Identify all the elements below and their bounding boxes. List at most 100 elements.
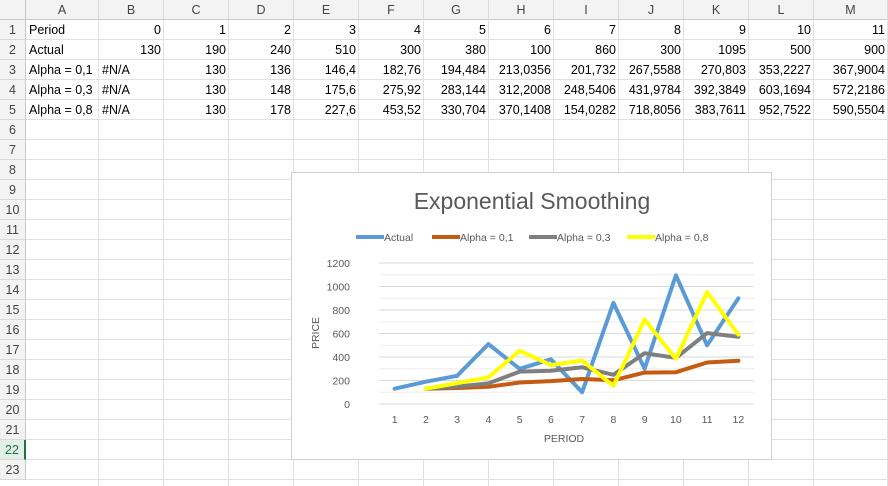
cell-e5[interactable]: 227,6 bbox=[324, 103, 356, 117]
select-all-corner[interactable] bbox=[0, 0, 26, 20]
cell-d2[interactable]: 240 bbox=[270, 43, 291, 57]
cell-e3[interactable]: 146,4 bbox=[324, 63, 356, 77]
cell-l1[interactable]: 10 bbox=[797, 23, 811, 37]
row-header-10[interactable]: 10 bbox=[0, 200, 26, 220]
cell-h4[interactable]: 312,2008 bbox=[498, 83, 551, 97]
cell-d5[interactable]: 178 bbox=[270, 103, 291, 117]
column-header-k[interactable]: K bbox=[684, 0, 749, 20]
cell-m5[interactable]: 590,5504 bbox=[832, 103, 885, 117]
column-header-f[interactable]: F bbox=[359, 0, 424, 20]
cell-c4[interactable]: 130 bbox=[205, 83, 226, 97]
row-header-23[interactable]: 23 bbox=[0, 460, 26, 480]
cell-g2[interactable]: 380 bbox=[465, 43, 486, 57]
row-header-11[interactable]: 11 bbox=[0, 220, 26, 240]
cell-f5[interactable]: 453,52 bbox=[382, 103, 421, 117]
cell-i4[interactable]: 248,5406 bbox=[563, 83, 616, 97]
cell-h3[interactable]: 213,0356 bbox=[498, 63, 551, 77]
column-header-j[interactable]: J bbox=[619, 0, 684, 20]
cell-m1[interactable]: 11 bbox=[872, 23, 885, 37]
row-header-13[interactable]: 13 bbox=[0, 260, 26, 280]
cell-m2[interactable]: 900 bbox=[864, 43, 885, 57]
row-header-18[interactable]: 18 bbox=[0, 360, 26, 380]
cell-j3[interactable]: 267,5588 bbox=[628, 63, 681, 77]
cell-f1[interactable]: 4 bbox=[414, 23, 421, 37]
column-header-c[interactable]: C bbox=[164, 0, 229, 20]
row-header-2[interactable]: 2 bbox=[0, 40, 26, 60]
cell-g5[interactable]: 330,704 bbox=[440, 103, 486, 117]
cell-a3[interactable]: Alpha = 0,1 bbox=[29, 63, 93, 77]
column-header-d[interactable]: D bbox=[229, 0, 294, 20]
column-header-l[interactable]: L bbox=[749, 0, 814, 20]
cell-k4[interactable]: 392,3849 bbox=[693, 83, 746, 97]
cell-c1[interactable]: 1 bbox=[219, 23, 226, 37]
cell-b1[interactable]: 0 bbox=[154, 23, 161, 37]
cell-d3[interactable]: 136 bbox=[270, 63, 291, 77]
row-header-21[interactable]: 21 bbox=[0, 420, 26, 440]
cell-h2[interactable]: 100 bbox=[530, 43, 551, 57]
row-header-8[interactable]: 8 bbox=[0, 160, 26, 180]
cell-k3[interactable]: 270,803 bbox=[700, 63, 746, 77]
cell-k2[interactable]: 1095 bbox=[718, 43, 746, 57]
row-header-17[interactable]: 17 bbox=[0, 340, 26, 360]
cell-a5[interactable]: Alpha = 0,8 bbox=[29, 103, 93, 117]
cell-j4[interactable]: 431,9784 bbox=[628, 83, 681, 97]
cell-g1[interactable]: 5 bbox=[479, 23, 486, 37]
cell-d1[interactable]: 2 bbox=[284, 23, 291, 37]
cell-l5[interactable]: 952,7522 bbox=[758, 103, 811, 117]
cell-i1[interactable]: 7 bbox=[609, 23, 616, 37]
row-header-1[interactable]: 1 bbox=[0, 20, 26, 40]
row-header-20[interactable]: 20 bbox=[0, 400, 26, 420]
cell-j1[interactable]: 8 bbox=[674, 23, 681, 37]
cell-k1[interactable]: 9 bbox=[739, 23, 746, 37]
row-header-16[interactable]: 16 bbox=[0, 320, 26, 340]
column-header-b[interactable]: B bbox=[99, 0, 164, 20]
cell-d4[interactable]: 148 bbox=[270, 83, 291, 97]
row-header-3[interactable]: 3 bbox=[0, 60, 26, 80]
cell-j5[interactable]: 718,8056 bbox=[628, 103, 681, 117]
cell-l2[interactable]: 500 bbox=[790, 43, 811, 57]
row-header-15[interactable]: 15 bbox=[0, 300, 26, 320]
column-header-a[interactable]: A bbox=[26, 0, 99, 20]
cell-e4[interactable]: 175,6 bbox=[324, 83, 356, 97]
column-header-h[interactable]: H bbox=[489, 0, 554, 20]
cell-a2[interactable]: Actual bbox=[29, 43, 64, 57]
column-header-g[interactable]: G bbox=[424, 0, 489, 20]
cell-m3[interactable]: 367,9004 bbox=[832, 63, 885, 77]
cell-h5[interactable]: 370,1408 bbox=[498, 103, 551, 117]
cell-a1[interactable]: Period bbox=[29, 23, 66, 37]
cell-k5[interactable]: 383,7611 bbox=[694, 103, 746, 117]
cell-l4[interactable]: 603,1694 bbox=[758, 83, 811, 97]
cell-i3[interactable]: 201,732 bbox=[570, 63, 616, 77]
cell-m4[interactable]: 572,2186 bbox=[832, 83, 885, 97]
cell-g4[interactable]: 283,144 bbox=[440, 83, 486, 97]
cell-e1[interactable]: 3 bbox=[349, 23, 356, 37]
cell-b4[interactable]: #N/A bbox=[102, 83, 130, 97]
row-header-7[interactable]: 7 bbox=[0, 140, 26, 160]
cell-b2[interactable]: 130 bbox=[140, 43, 161, 57]
cell-f2[interactable]: 300 bbox=[400, 43, 421, 57]
cell-e2[interactable]: 510 bbox=[335, 43, 356, 57]
cell-f3[interactable]: 182,76 bbox=[382, 63, 421, 77]
cell-c2[interactable]: 190 bbox=[205, 43, 226, 57]
column-header-m[interactable]: M bbox=[814, 0, 888, 20]
row-header-4[interactable]: 4 bbox=[0, 80, 26, 100]
row-header-12[interactable]: 12 bbox=[0, 240, 26, 260]
cell-j2[interactable]: 300 bbox=[660, 43, 681, 57]
row-header-5[interactable]: 5 bbox=[0, 100, 26, 120]
cell-i5[interactable]: 154,0282 bbox=[563, 103, 616, 117]
row-header-19[interactable]: 19 bbox=[0, 380, 26, 400]
cell-g3[interactable]: 194,484 bbox=[440, 63, 486, 77]
row-header-22[interactable]: 22 bbox=[0, 440, 26, 460]
cell-c3[interactable]: 130 bbox=[205, 63, 226, 77]
exponential-smoothing-chart[interactable]: Exponential Smoothing Actual Alpha = 0,1 Al… bbox=[291, 172, 772, 460]
row-header-14[interactable]: 14 bbox=[0, 280, 26, 300]
cell-b3[interactable]: #N/A bbox=[102, 63, 130, 77]
cell-h1[interactable]: 6 bbox=[544, 23, 551, 37]
cell-l3[interactable]: 353,2227 bbox=[758, 63, 811, 77]
row-header-9[interactable]: 9 bbox=[0, 180, 26, 200]
row-header-6[interactable]: 6 bbox=[0, 120, 26, 140]
cell-b5[interactable]: #N/A bbox=[102, 103, 130, 117]
cell-c5[interactable]: 130 bbox=[205, 103, 226, 117]
cell-f4[interactable]: 275,92 bbox=[382, 83, 421, 97]
cell-a4[interactable]: Alpha = 0,3 bbox=[29, 83, 93, 97]
